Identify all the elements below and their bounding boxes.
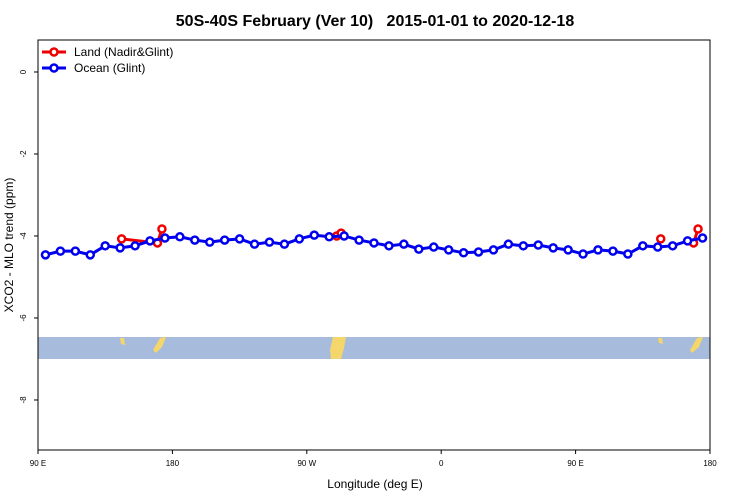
y-axis-label: XCO2 - MLO trend (ppm) bbox=[2, 178, 16, 313]
point bbox=[369, 238, 379, 248]
point bbox=[414, 244, 424, 254]
point bbox=[655, 234, 666, 244]
point bbox=[264, 237, 275, 247]
point bbox=[458, 248, 469, 258]
point bbox=[294, 234, 305, 244]
point bbox=[428, 242, 439, 252]
point bbox=[593, 245, 603, 255]
point bbox=[160, 233, 170, 243]
y-tick-label: 0 bbox=[19, 69, 28, 74]
y-tick-label: -4 bbox=[19, 232, 28, 240]
point bbox=[145, 236, 155, 246]
point bbox=[623, 249, 633, 259]
x-axis-label: Longitude (deg E) bbox=[327, 477, 422, 491]
point bbox=[667, 241, 678, 251]
y-tick-label: -8 bbox=[19, 396, 28, 404]
point bbox=[309, 230, 320, 240]
point bbox=[339, 231, 349, 241]
point bbox=[175, 232, 185, 242]
point bbox=[384, 241, 394, 251]
point bbox=[503, 239, 514, 249]
point bbox=[40, 250, 51, 260]
x-tick-label: 90 W bbox=[297, 459, 316, 468]
point bbox=[130, 241, 140, 251]
point bbox=[488, 245, 499, 255]
point bbox=[563, 245, 573, 255]
x-tick-label: 90 E bbox=[30, 459, 46, 468]
point bbox=[70, 246, 81, 256]
legend-marker bbox=[49, 47, 59, 57]
point bbox=[204, 237, 215, 247]
legend-label: Ocean (Glint) bbox=[74, 61, 145, 75]
x-tick-label: 180 bbox=[166, 459, 180, 468]
point bbox=[219, 235, 230, 245]
point bbox=[234, 234, 245, 244]
x-tick-label: 90 E bbox=[567, 459, 583, 468]
plot-frame bbox=[37, 39, 711, 451]
point bbox=[100, 241, 110, 251]
point bbox=[354, 235, 364, 245]
point bbox=[85, 250, 96, 260]
point bbox=[548, 243, 558, 253]
point bbox=[157, 224, 167, 234]
y-tick-label: -2 bbox=[19, 150, 28, 158]
legend-label: Land (Nadir&Glint) bbox=[74, 45, 173, 59]
point bbox=[652, 242, 663, 252]
point bbox=[115, 243, 125, 253]
point bbox=[533, 240, 544, 250]
point bbox=[638, 241, 648, 251]
point bbox=[682, 236, 693, 246]
chart-title: 50S-40S February (Ver 10) 2015-01-01 to … bbox=[176, 13, 575, 30]
point bbox=[116, 234, 127, 244]
legend-marker bbox=[49, 63, 59, 73]
point bbox=[279, 239, 290, 249]
point bbox=[399, 239, 409, 249]
point bbox=[473, 247, 484, 257]
point bbox=[324, 232, 334, 242]
point bbox=[443, 245, 454, 255]
point bbox=[608, 246, 618, 256]
point bbox=[55, 246, 66, 256]
y-tick-label: -6 bbox=[19, 314, 28, 322]
point bbox=[578, 249, 588, 259]
map-strip bbox=[38, 337, 710, 359]
point bbox=[190, 235, 200, 245]
x-tick-label: 0 bbox=[439, 459, 444, 468]
point bbox=[518, 241, 529, 251]
point bbox=[249, 239, 260, 249]
x-tick-label: 180 bbox=[703, 459, 717, 468]
point bbox=[697, 233, 708, 243]
point bbox=[693, 224, 703, 234]
